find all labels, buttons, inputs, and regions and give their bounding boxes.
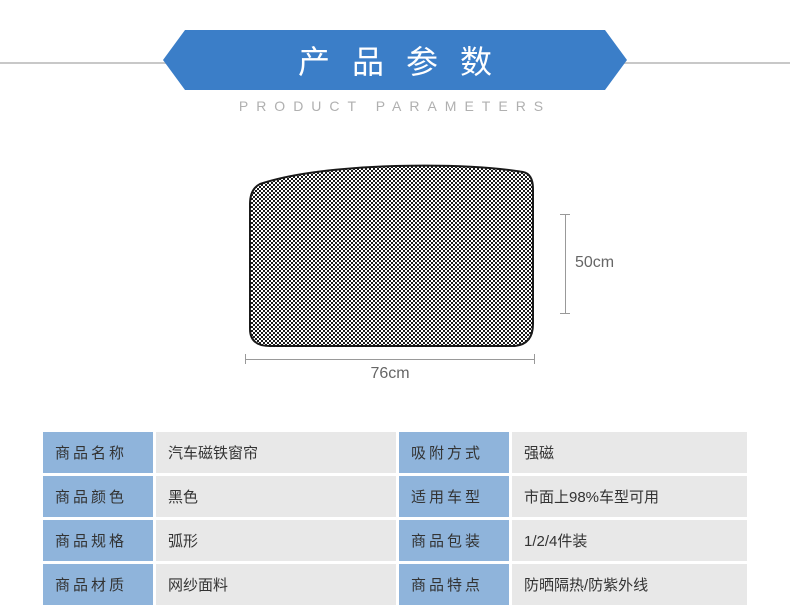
spec-label: 适用车型 (399, 476, 509, 517)
product-shape-icon (245, 164, 535, 349)
spec-value: 防晒隔热/防紫外线 (512, 564, 747, 605)
dimension-height (565, 214, 566, 314)
table-row: 商品名称 汽车磁铁窗帘 吸附方式 强磁 (43, 432, 747, 473)
header-subtitle-en: PRODUCT PARAMETERS (0, 98, 790, 114)
specification-table: 商品名称 汽车磁铁窗帘 吸附方式 强磁 商品颜色 黑色 适用车型 市面上98%车… (40, 429, 750, 608)
spec-label: 商品颜色 (43, 476, 153, 517)
table-row: 商品规格 弧形 商品包装 1/2/4件装 (43, 520, 747, 561)
spec-label: 商品特点 (399, 564, 509, 605)
spec-label: 商品包装 (399, 520, 509, 561)
spec-value: 1/2/4件装 (512, 520, 747, 561)
spec-value: 汽车磁铁窗帘 (156, 432, 396, 473)
dimension-height-label: 50cm (575, 254, 614, 272)
spec-value: 强磁 (512, 432, 747, 473)
header-title-cn: 产品参数 (276, 37, 514, 83)
spec-value: 黑色 (156, 476, 396, 517)
table-row: 商品材质 网纱面料 商品特点 防晒隔热/防紫外线 (43, 564, 747, 605)
spec-value: 市面上98%车型可用 (512, 476, 747, 517)
spec-value: 网纱面料 (156, 564, 396, 605)
dimension-width: 76cm (245, 359, 535, 383)
header-banner: 产品参数 (185, 30, 605, 90)
dimension-width-line (245, 359, 535, 360)
spec-label: 吸附方式 (399, 432, 509, 473)
product-diagram: 76cm 50cm (0, 134, 790, 414)
dimension-width-label: 76cm (245, 365, 535, 383)
spec-label: 商品规格 (43, 520, 153, 561)
dimension-height-line (565, 214, 566, 314)
spec-label: 商品材质 (43, 564, 153, 605)
table-row: 商品颜色 黑色 适用车型 市面上98%车型可用 (43, 476, 747, 517)
header-section: 产品参数 PRODUCT PARAMETERS (0, 0, 790, 114)
spec-label: 商品名称 (43, 432, 153, 473)
spec-value: 弧形 (156, 520, 396, 561)
